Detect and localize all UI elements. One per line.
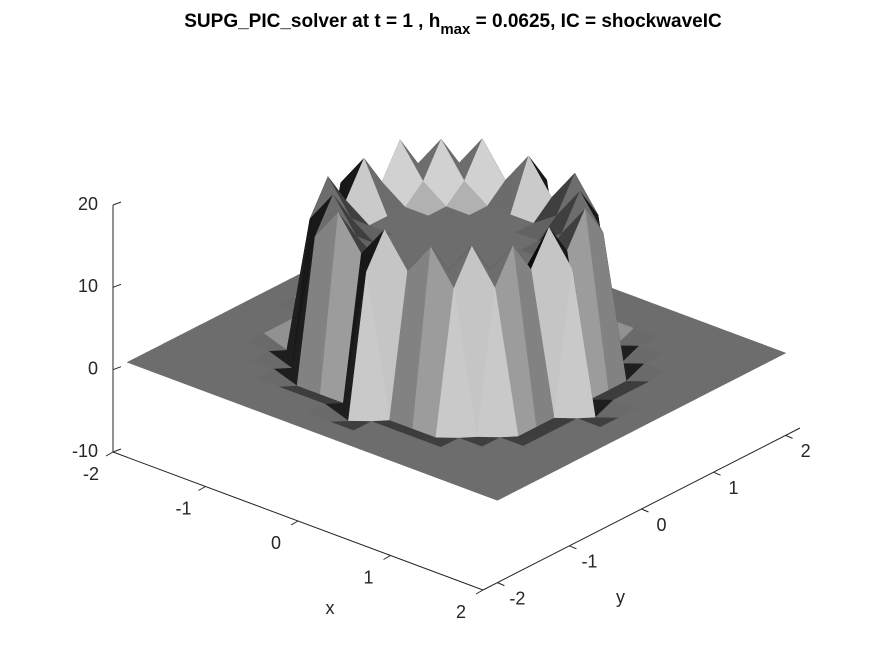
y-axis-label: y [616, 587, 625, 607]
x-tick [198, 486, 206, 491]
z-tick-label: 20 [78, 194, 98, 214]
y-tick-label: -2 [509, 588, 525, 608]
y-tick-label: 2 [801, 441, 811, 461]
title-rest: = 0.0625, IC = shockwaveIC [470, 11, 722, 32]
x-axis-label: x [326, 598, 335, 618]
x-tick-label: 2 [456, 602, 466, 622]
y-tick [497, 582, 505, 587]
y-tick [569, 545, 577, 550]
z-tick-label: 0 [88, 358, 98, 378]
z-tick [112, 448, 122, 453]
z-tick-label: -10 [72, 441, 98, 461]
x-tick-label: 0 [271, 533, 281, 553]
x-tick [475, 589, 484, 595]
y-tick [713, 471, 721, 476]
x-tick-label: 1 [363, 567, 373, 587]
z-tick [112, 283, 122, 288]
chart-title: SUPG_PIC_solver at t = 1 , hmax = 0.0625… [184, 11, 722, 38]
y-tick-label: 0 [656, 515, 666, 535]
x-tick-label: -1 [175, 498, 191, 518]
x-tick-label: -2 [83, 464, 99, 484]
y-tick [785, 434, 793, 439]
title-subscript: max [440, 21, 471, 38]
y-tick [641, 508, 649, 513]
x-tick [290, 520, 299, 526]
surface-patch [473, 482, 517, 501]
z-tick-label: 10 [78, 276, 98, 296]
surface [126, 138, 787, 501]
y-tick-label: -1 [581, 552, 597, 572]
x-tick [383, 555, 391, 560]
z-tick [112, 366, 122, 371]
y-tick-label: 1 [729, 478, 739, 498]
x-tick [105, 451, 114, 457]
title-main: SUPG_PIC_solver at t = 1 , h [184, 11, 440, 32]
z-tick [112, 201, 122, 206]
